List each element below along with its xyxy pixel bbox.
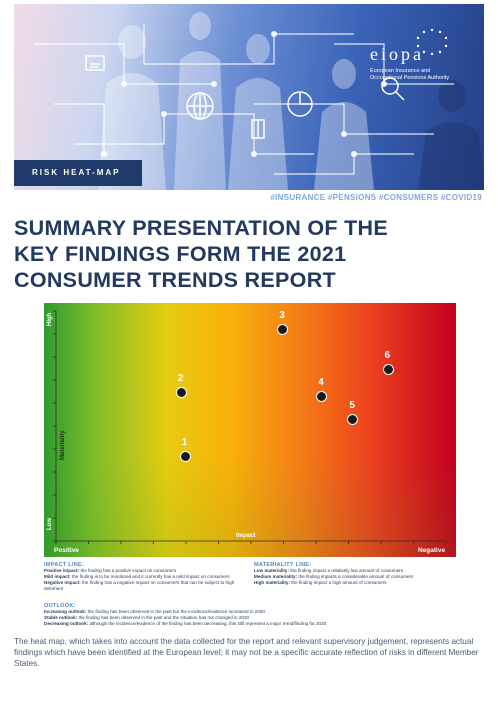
marker-number: 3: [279, 310, 285, 322]
axis-impact-label: Impact: [236, 533, 256, 539]
axis-high-label: High: [47, 312, 53, 326]
legend-materiality-item: High materiality: the finding impact a h…: [254, 580, 387, 585]
section-badge: RISK HEAT-MAP: [14, 160, 142, 186]
logo-subtitle-line2: Occupational Pensions Authority: [370, 75, 450, 81]
legend-impact-item: Negative impact: the finding has a negat…: [44, 580, 235, 591]
legend-outlook-title: OUTLOOK:: [44, 603, 76, 609]
marker-number: 5: [349, 400, 355, 412]
axis-low-label: Low: [47, 518, 53, 530]
legend-materiality: MATERIALITY LINE: Low materiality: the f…: [254, 562, 458, 586]
eiopa-logo: eiopa European Insurance and Occupationa…: [370, 26, 470, 82]
marker-number: 1: [181, 436, 188, 448]
legend-impact: IMPACT LINE: Positive impact: the findin…: [44, 562, 244, 592]
marker-number: 4: [318, 377, 324, 389]
axis-positive-label: Positive: [54, 547, 79, 554]
marker-dot: [347, 414, 359, 426]
logo-subtitle-line1: European Insurance and: [370, 68, 431, 74]
marker-number: 2: [177, 372, 184, 384]
hashtags: #INSURANCE #PENSIONS #CONSUMERS #COVID19: [270, 193, 482, 202]
risk-heatmap: 1 2 3 4 5 6: [44, 303, 456, 557]
axis-negative-label: Negative: [418, 547, 446, 554]
page-title: SUMMARY PRESENTATION OF THE KEY FINDINGS…: [14, 215, 484, 293]
title-line-1: SUMMARY PRESENTATION OF THE: [14, 216, 389, 240]
legend-outlook-item: Increasing outlook: the finding has been…: [44, 609, 265, 614]
legend-impact-item: Mild impact: the finding is to be monito…: [44, 574, 230, 579]
legend-outlook-item: Stable outlook: the finding has been obs…: [44, 615, 250, 620]
legend-materiality-title: MATERIALITY LINE:: [254, 562, 312, 568]
legend-impact-title: IMPACT LINE:: [44, 562, 85, 568]
legend-materiality-item: Low materiality: the finding impact a re…: [254, 568, 404, 573]
marker-dot: [316, 391, 328, 403]
legend-materiality-item: Medium materiality: the finding impacts …: [254, 574, 414, 579]
title-line-2: KEY FINDINGS FORM THE 2021: [14, 242, 347, 266]
hero-banner: eiopa European Insurance and Occupationa…: [14, 4, 484, 190]
legend-outlook-item: Decreasing outlook: although the inciden…: [44, 621, 327, 626]
footer-paragraph: The heat map, which takes into account t…: [14, 637, 479, 668]
logo-word: eiopa: [370, 44, 424, 64]
legend-impact-item: Positive impact: the finding has a posit…: [44, 568, 177, 573]
marker-dot: [277, 324, 289, 336]
marker-dot: [382, 363, 394, 375]
heatmap-axes: [53, 310, 447, 544]
marker-number: 6: [384, 349, 391, 361]
hero-illustration: [34, 12, 484, 190]
title-line-3: CONSUMER TRENDS REPORT: [14, 268, 336, 292]
axis-materiality-label: Materiality: [60, 430, 66, 460]
marker-dot: [179, 450, 191, 462]
marker-dot: [175, 386, 187, 398]
legend-outlook: OUTLOOK: Increasing outlook: the finding…: [44, 603, 464, 627]
